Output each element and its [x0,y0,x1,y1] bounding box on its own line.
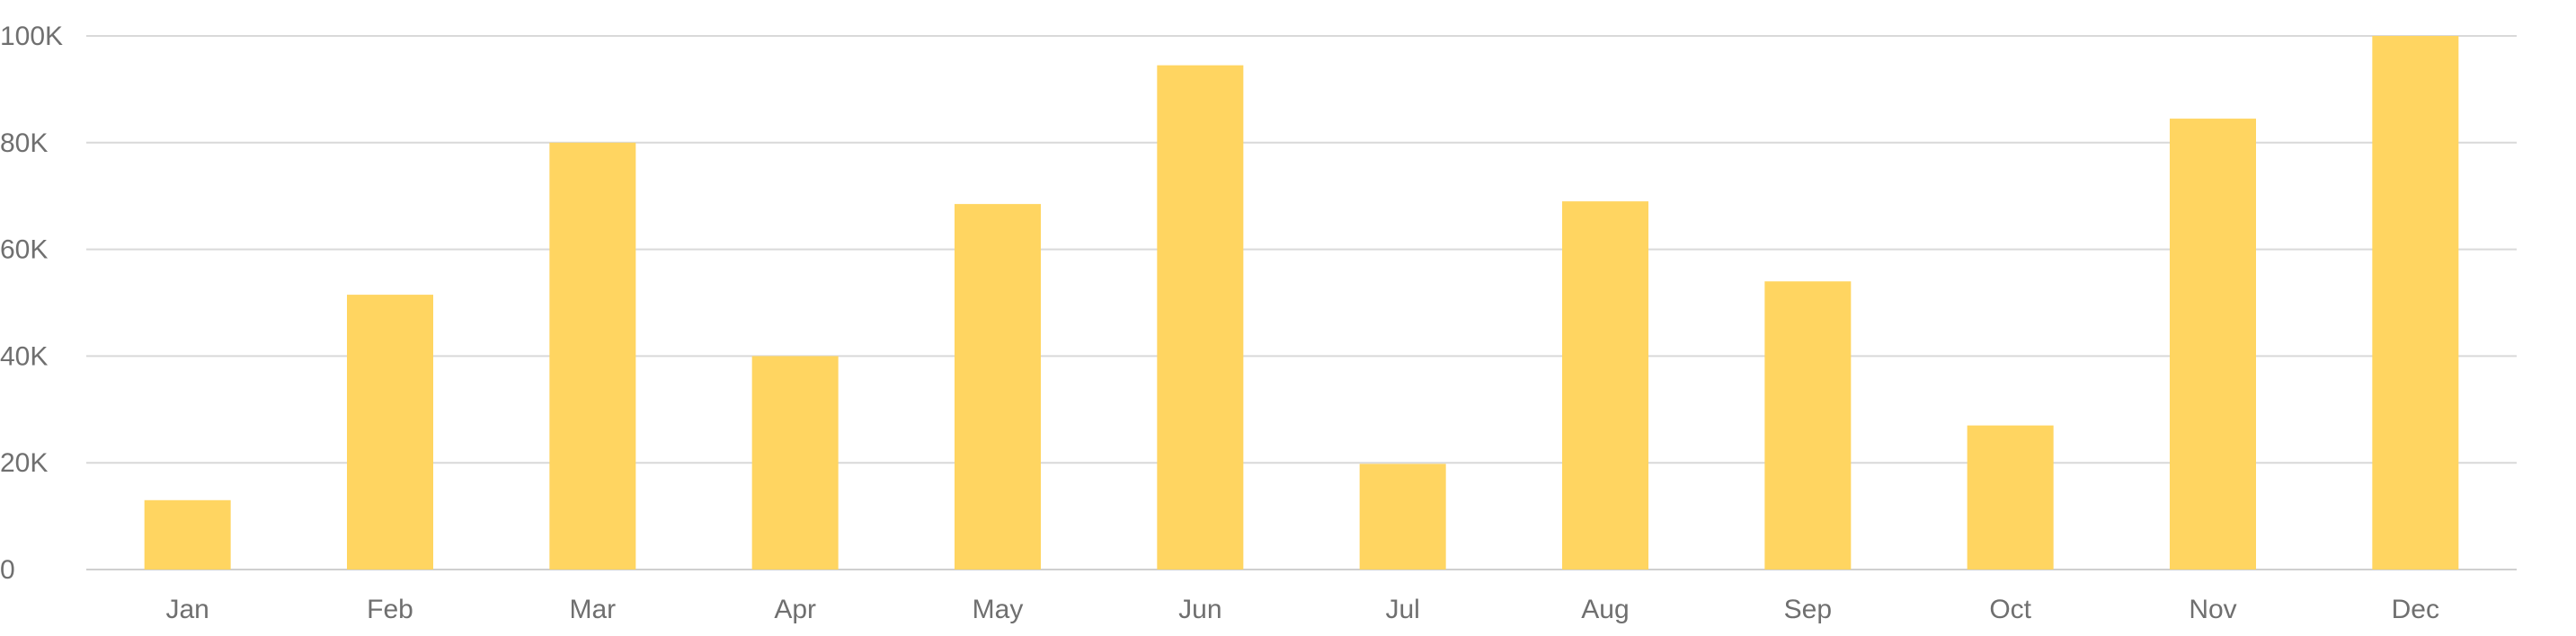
bar-oct [1967,425,2054,570]
y-tick-label: 0 [0,555,15,585]
x-tick-label: Sep [1784,595,1832,624]
x-tick-label: May [973,595,1024,624]
bars [144,36,2459,570]
x-axis-tick-labels: Jan Feb Mar Apr May Jun Jul Aug Sep Oct Nov Dec [165,595,2439,624]
x-tick-label: Jul [1385,595,1419,624]
y-tick-label: 80K [0,128,48,158]
bar-may [955,204,1041,570]
x-tick-label: Jan [165,595,209,624]
bar-jul [1359,464,1446,570]
bar-nov [2170,119,2256,570]
bar-mar [549,142,636,570]
x-tick-label: Apr [774,595,816,624]
bar-apr [751,356,839,570]
y-tick-label: 20K [0,448,48,478]
bar-dec [2372,36,2459,570]
bar-aug [1562,201,1648,570]
x-tick-label: Jun [1178,595,1221,624]
x-tick-label: Nov [2189,595,2236,624]
x-tick-label: Aug [1581,595,1629,624]
bar-jun [1157,65,1244,570]
x-tick-label: Feb [367,595,413,624]
y-tick-label: 60K [0,235,48,265]
x-tick-label: Oct [1989,595,2031,624]
bar-jan [144,499,231,570]
y-tick-label: 40K [0,341,48,371]
y-tick-label: 100K [0,22,63,51]
bar-sep [1764,281,1852,570]
bar-feb [347,295,433,570]
x-tick-label: Mar [569,595,616,624]
x-tick-label: Dec [2392,595,2439,624]
grid-lines [86,35,2517,570]
y-axis-tick-labels: 0 20K 40K 60K 80K 100K [0,22,63,585]
